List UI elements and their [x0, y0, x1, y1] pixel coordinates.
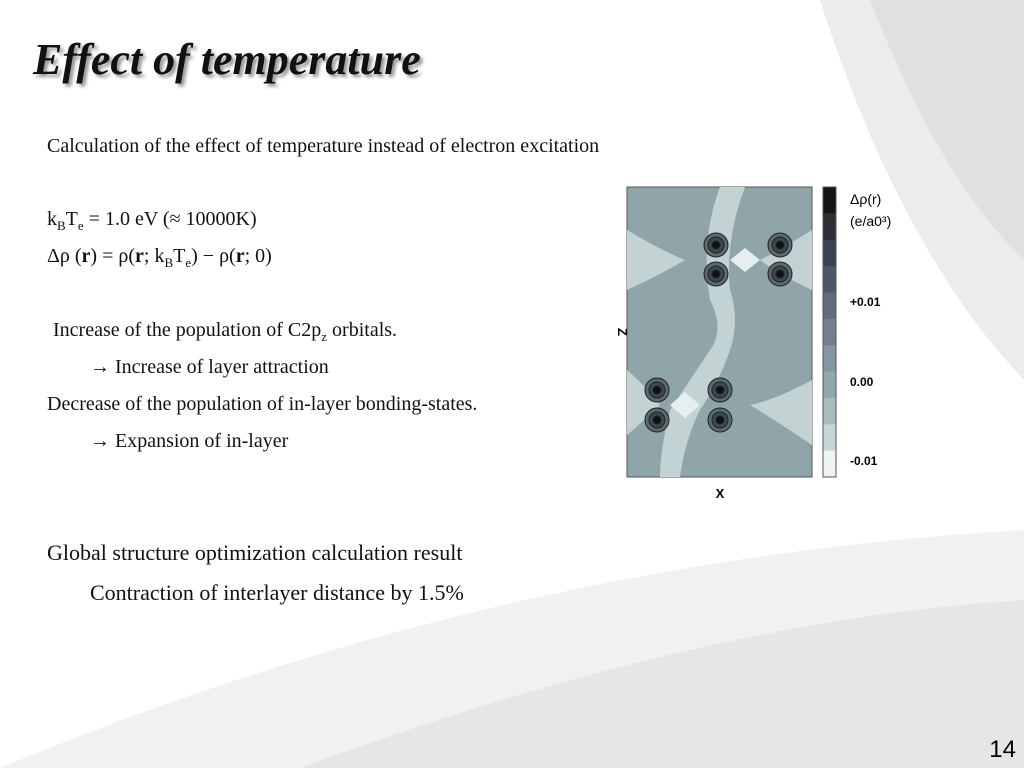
text-segment: r	[135, 245, 144, 267]
axis-label: Z	[615, 328, 630, 336]
text-line: Increase of the population of C2pz orbit…	[53, 318, 397, 349]
text-line: Global structure optimization calculatio…	[47, 541, 462, 565]
text-segment: r	[235, 245, 245, 267]
colorbar-level	[823, 213, 836, 241]
text-segment: T	[65, 208, 78, 230]
text-segment: e	[77, 218, 84, 233]
text-segment: → Expansion of in-layer	[90, 430, 289, 452]
contour-region	[627, 230, 812, 445]
colorbar-level	[823, 371, 836, 399]
text-segment: B	[57, 218, 66, 233]
text-segment: Contraction of interlayer distance by 1.…	[90, 580, 464, 605]
colorbar-frame	[822, 186, 837, 478]
text-segment: e	[185, 255, 192, 270]
colorbar	[822, 186, 837, 478]
colorbar-label: 0.00	[850, 375, 874, 389]
contours	[644, 232, 793, 433]
text-segment: ) − ρ(	[191, 245, 236, 267]
text-segment: ; k	[143, 245, 165, 267]
text-line: → Expansion of in-layer	[90, 429, 288, 453]
text-segment: Increase of the population of C2p	[53, 319, 322, 341]
text-segment: B	[164, 255, 174, 270]
colorbar-label: -0.01	[850, 454, 878, 468]
colorbar-title: Δρ(r)	[850, 191, 881, 207]
text-segment: Decrease of the population of in-layer b…	[47, 393, 478, 415]
text-segment: Calculation of the effect of temperature…	[47, 135, 600, 157]
colorbar-level	[823, 292, 836, 320]
colorbar-level	[823, 397, 836, 425]
text-line: kBTe = 1.0 eV (≈ 10000K)	[47, 207, 257, 238]
contour-region	[670, 248, 760, 418]
text-segment: T	[173, 245, 186, 267]
text-segment: z	[321, 329, 328, 344]
colorbar-label: +0.01	[850, 295, 881, 309]
colorbar-level	[823, 424, 836, 452]
text-segment: → Increase of layer attraction	[90, 356, 329, 378]
text-line: Δρ (r) = ρ(r; kBTe) − ρ(r; 0)	[47, 244, 272, 275]
text-segment: Δρ (	[47, 245, 82, 267]
colorbar-level	[823, 187, 836, 214]
page-number: 14	[989, 736, 1016, 763]
figure: Z X Δρ(r) (e/a0³) +0.01 0.00 -0.01	[615, 186, 891, 501]
slide-title: Effect of temperature	[33, 35, 421, 84]
colorbar-level	[823, 266, 836, 293]
text-segment: Global structure optimization calculatio…	[47, 540, 463, 565]
text-segment: ) = ρ(	[90, 245, 135, 267]
text-segment: = 1.0 eV (≈ 10000K)	[83, 208, 257, 230]
axis-label: X	[716, 486, 725, 501]
colorbar-level	[823, 450, 836, 478]
colorbar-level	[823, 318, 836, 346]
text-segment: k	[47, 208, 57, 230]
colorbar-level	[823, 345, 836, 373]
text-segment: r	[81, 245, 91, 267]
text-segment: ; 0)	[244, 245, 272, 267]
text-line: → Increase of layer attraction	[90, 355, 329, 379]
colorbar-unit: (e/a0³)	[850, 213, 891, 229]
swoosh	[300, 600, 1024, 768]
text-line: Calculation of the effect of temperature…	[47, 134, 599, 158]
text-line: Contraction of interlayer distance by 1.…	[90, 581, 464, 605]
text-segment: orbitals.	[327, 319, 398, 341]
text-line: Decrease of the population of in-layer b…	[47, 392, 477, 416]
colorbar-level	[823, 239, 836, 267]
swoosh	[870, 0, 1024, 260]
